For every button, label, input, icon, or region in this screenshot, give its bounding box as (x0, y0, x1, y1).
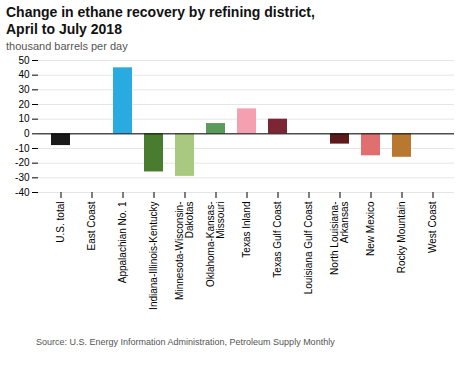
svg-text:-20: -20 (15, 157, 30, 168)
html-text:Source: U.S. Energy Informatio: Source: U.S. Energy Information Administ… (36, 336, 335, 347)
svg-text:10: 10 (18, 113, 30, 124)
svg-text:-40: -40 (15, 186, 30, 197)
svg-text:0: 0 (24, 128, 30, 139)
svg-text:West Coast: West Coast (427, 201, 438, 253)
svg-text:20: 20 (18, 98, 30, 109)
svg-text:30: 30 (18, 84, 30, 95)
svg-text:Minnesota-Wisconsin-Dakotas: Minnesota-Wisconsin-Dakotas (174, 201, 195, 299)
svg-text:Louisiana Gulf Coast: Louisiana Gulf Coast (303, 201, 314, 294)
svg-text:-10: -10 (15, 142, 30, 153)
svg-text:40: 40 (18, 69, 30, 80)
svg-text:East Coast: East Coast (86, 201, 97, 250)
svg-text:-30: -30 (15, 172, 30, 183)
svg-text:50: 50 (18, 54, 30, 65)
html-text:Change in ethane recovery by r: Change in ethane recovery by refining di… (6, 4, 315, 37)
svg-text:Oklahoma-Kansas-Missouri: Oklahoma-Kansas-Missouri (205, 201, 226, 287)
svg-text:Indiana-Illinois-Kentucky: Indiana-Illinois-Kentucky (148, 201, 159, 309)
svg-text:North Louisiana-Arkansas: North Louisiana-Arkansas (329, 201, 350, 274)
svg-text:Texas Inland: Texas Inland (241, 201, 252, 257)
svg-text:New Mexico: New Mexico (365, 201, 376, 256)
svg-text:Rocky Mountain: Rocky Mountain (396, 201, 407, 273)
html-text:thousand barrels per day: thousand barrels per day (6, 39, 128, 52)
svg-text:Texas Gulf Coast: Texas Gulf Coast (272, 201, 283, 277)
svg-text:U.S. total: U.S. total (55, 201, 66, 242)
svg-text:Appalachian No. 1: Appalachian No. 1 (117, 201, 128, 283)
